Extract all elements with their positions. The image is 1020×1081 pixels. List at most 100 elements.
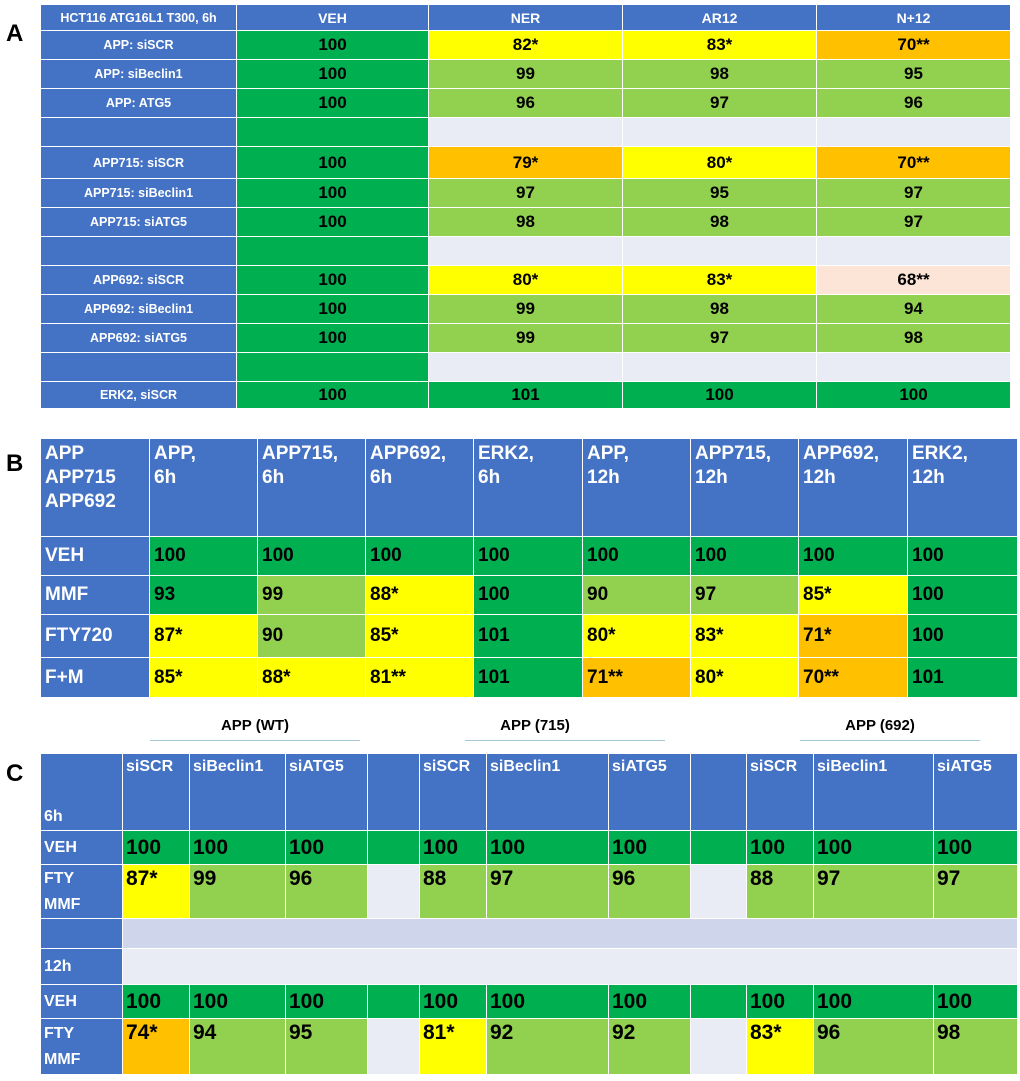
table-cell: 100: [365, 536, 474, 576]
table-b-header: APP, 12h: [582, 438, 691, 537]
table-cell: 96: [813, 1018, 934, 1075]
row-label: [40, 236, 237, 266]
table-cell: 101: [473, 657, 583, 698]
table-cell: [816, 236, 1011, 266]
group-underline: [150, 740, 360, 741]
table-cell: 81**: [365, 657, 474, 698]
table-cell: [622, 236, 817, 266]
table-cell: 99: [428, 294, 623, 324]
table-cell: 87*: [149, 614, 258, 658]
table-cell: 70**: [816, 146, 1011, 179]
table-cell: 97: [816, 178, 1011, 208]
table-cell: [236, 117, 429, 147]
table-cell: 93: [149, 575, 258, 615]
table-b-header: APP, 6h: [149, 438, 258, 537]
table-cell: 100: [486, 830, 609, 865]
table-cell: 100: [473, 536, 583, 576]
table-cell: 94: [816, 294, 1011, 324]
table-cell: 100: [236, 323, 429, 353]
row-label: [40, 918, 123, 949]
table-cell: 92: [486, 1018, 609, 1075]
table-cell: 100: [608, 830, 691, 865]
table-cell: 81*: [419, 1018, 487, 1075]
row-label: APP715: siATG5: [40, 207, 237, 237]
table-cell: 100: [189, 830, 286, 865]
table-a: HCT116 ATG16L1 T300, 6h VEH NER AR12 N+1…: [40, 4, 1011, 409]
row-label: VEH: [40, 536, 150, 576]
spacer: [122, 918, 1018, 949]
row-label: VEH: [40, 830, 123, 865]
table-b-header: ERK2, 6h: [473, 438, 583, 537]
table-cell: 80*: [428, 265, 623, 295]
spacer: [690, 864, 747, 919]
table-row-spacer: [40, 918, 1018, 949]
row-label: APP692: siSCR: [40, 265, 237, 295]
table-cell: 100: [236, 146, 429, 179]
table-cell: 85*: [149, 657, 258, 698]
table-a-header-ner: NER: [428, 4, 623, 31]
table-cell: 100: [189, 984, 286, 1019]
row-label: APP715: siBeclin1: [40, 178, 237, 208]
panel-label-a: A: [6, 20, 24, 47]
table-cell: [816, 352, 1011, 382]
spacer: [690, 830, 747, 865]
table-cell: 97: [428, 178, 623, 208]
table-cell: 96: [816, 88, 1011, 118]
table-cell: [622, 117, 817, 147]
table-cell: [816, 117, 1011, 147]
table-cell: 95: [622, 178, 817, 208]
table-cell: 100: [236, 294, 429, 324]
table-cell: 83*: [746, 1018, 814, 1075]
table-cell: 100: [122, 830, 190, 865]
table-cell: 97: [816, 207, 1011, 237]
table-row: APP: siSCR 100 82* 83* 70**: [40, 30, 1011, 60]
table-row: FTY720 87* 90 85* 101 80* 83* 71* 100: [40, 614, 1018, 658]
spacer: [367, 864, 420, 919]
col-header-siatg5: siATG5: [285, 753, 368, 831]
spacer: [367, 984, 420, 1019]
table-row: VEH 100 100 100 100 100 100 100 100: [40, 536, 1018, 576]
table-cell: 85*: [365, 614, 474, 658]
row-label: [40, 352, 237, 382]
table-a-header-veh: VEH: [236, 4, 429, 31]
table-row: APP715: siSCR 100 79* 80* 70**: [40, 146, 1011, 179]
row-label: APP: siBeclin1: [40, 59, 237, 89]
table-cell: 97: [933, 864, 1018, 919]
table-a-corner: HCT116 ATG16L1 T300, 6h: [40, 4, 237, 31]
table-cell: 100: [746, 984, 814, 1019]
table-cell: 97: [622, 323, 817, 353]
table-cell: 100: [486, 984, 609, 1019]
table-row: APP692: siSCR 100 80* 83* 68**: [40, 265, 1011, 295]
row-label: APP715: siSCR: [40, 146, 237, 179]
table-cell: 100: [907, 536, 1018, 576]
table-cell: 99: [428, 59, 623, 89]
table-cell: 88: [746, 864, 814, 919]
table-b-header: ERK2, 12h: [907, 438, 1018, 537]
spacer: [367, 753, 420, 831]
row-label: FTY MMF: [40, 1018, 123, 1075]
table-c: 6h siSCR siBeclin1 siATG5 siSCR siBeclin…: [40, 753, 1018, 1075]
group-label-app-wt: APP (WT): [220, 717, 290, 734]
table-cell: 79*: [428, 146, 623, 179]
table-row-spacer: [40, 117, 1011, 147]
table-cell: 85*: [798, 575, 908, 615]
table-cell: 98: [933, 1018, 1018, 1075]
table-b-header: APP715, 6h: [257, 438, 366, 537]
table-cell: 100: [236, 59, 429, 89]
table-cell: 101: [428, 381, 623, 409]
row-label: VEH: [40, 984, 123, 1019]
table-cell: 100: [285, 830, 368, 865]
table-cell: 100: [236, 30, 429, 60]
table-cell: 96: [285, 864, 368, 919]
row-label: APP: siSCR: [40, 30, 237, 60]
table-cell: 68**: [816, 265, 1011, 295]
table-row: F+M 85* 88* 81** 101 71** 80* 70** 101: [40, 657, 1018, 698]
col-header-sibeclin1: siBeclin1: [486, 753, 609, 831]
table-row-spacer: [40, 236, 1011, 266]
table-row: 12h: [40, 948, 1018, 985]
table-cell: 80*: [622, 146, 817, 179]
table-cell: 83*: [622, 265, 817, 295]
table-cell: 100: [608, 984, 691, 1019]
row-label: ERK2, siSCR: [40, 381, 237, 409]
table-b-header: APP692, 6h: [365, 438, 474, 537]
